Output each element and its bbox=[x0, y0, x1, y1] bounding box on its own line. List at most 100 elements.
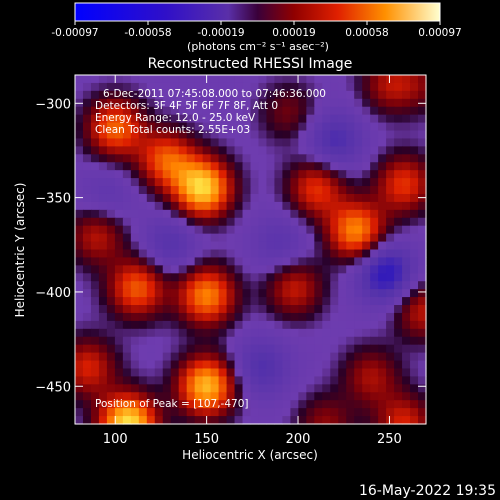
heatmap-cell bbox=[98, 328, 108, 338]
heatmap-cell bbox=[274, 130, 284, 140]
heatmap-cell bbox=[298, 273, 307, 282]
heatmap-cell bbox=[298, 217, 307, 227]
heatmap-cell bbox=[90, 400, 100, 409]
heatmap-cell bbox=[114, 289, 124, 298]
heatmap-cell bbox=[362, 241, 371, 251]
heatmap-cell bbox=[322, 106, 331, 116]
heatmap-cell bbox=[258, 344, 268, 354]
heatmap-cell bbox=[242, 106, 252, 116]
heatmap-cell bbox=[282, 122, 291, 132]
heatmap-cell bbox=[402, 186, 411, 195]
heatmap-cell bbox=[290, 360, 299, 370]
heatmap-cell bbox=[242, 312, 252, 322]
heatmap-cell bbox=[346, 170, 355, 179]
heatmap-cell bbox=[330, 75, 339, 84]
heatmap-cell bbox=[82, 281, 92, 290]
heatmap-cell bbox=[218, 297, 228, 306]
heatmap-cell bbox=[418, 265, 427, 274]
heatmap-cell bbox=[266, 249, 276, 259]
heatmap-cell bbox=[114, 154, 124, 163]
heatmap-cell bbox=[362, 384, 371, 393]
heatmap-cell bbox=[250, 106, 260, 116]
heatmap-cell bbox=[250, 146, 260, 155]
heatmap-cell bbox=[298, 201, 307, 211]
heatmap-cell bbox=[386, 138, 395, 147]
heatmap-cell bbox=[202, 193, 212, 203]
heatmap-cell bbox=[242, 328, 252, 338]
heatmap-cell bbox=[386, 98, 395, 108]
heatmap-cell bbox=[354, 384, 363, 393]
heatmap-cell bbox=[114, 312, 124, 322]
heatmap-cell bbox=[210, 178, 220, 187]
heatmap-cell bbox=[114, 233, 124, 243]
heatmap-cell bbox=[370, 98, 379, 108]
heatmap-cell bbox=[402, 376, 411, 385]
heatmap-cell bbox=[386, 265, 395, 274]
heatmap-cell bbox=[314, 106, 323, 116]
heatmap-cell bbox=[330, 98, 339, 108]
heatmap-cell bbox=[242, 336, 252, 346]
heatmap-cell bbox=[162, 257, 172, 266]
heatmap-cell bbox=[410, 217, 419, 227]
heatmap-cell bbox=[370, 312, 379, 322]
heatmap-cell bbox=[146, 392, 156, 401]
heatmap-cell bbox=[82, 90, 92, 100]
heatmap-cell bbox=[186, 312, 196, 322]
heatmap-cell bbox=[210, 90, 220, 100]
heatmap-cell bbox=[274, 162, 284, 171]
heatmap-cell bbox=[274, 98, 284, 108]
heatmap-cell bbox=[258, 305, 268, 314]
heatmap-cell bbox=[298, 233, 307, 243]
heatmap-cell bbox=[106, 154, 116, 163]
heatmap-cell bbox=[282, 162, 291, 171]
y-tick-label: −450 bbox=[35, 380, 71, 395]
heatmap-cell bbox=[98, 201, 108, 211]
heatmap-cell bbox=[178, 416, 188, 425]
heatmap-cell bbox=[362, 360, 371, 370]
colorbar-tick-label: 0.00097 bbox=[418, 27, 461, 39]
heatmap-cell bbox=[274, 273, 284, 282]
heatmap-cell bbox=[162, 328, 172, 338]
colorbar-unit-label: (photons cm⁻² s⁻¹ asec⁻²) bbox=[187, 40, 329, 53]
heatmap-cell bbox=[202, 312, 212, 322]
heatmap-cell bbox=[154, 257, 164, 266]
heatmap-cell bbox=[178, 344, 188, 354]
heatmap-cell bbox=[218, 241, 228, 251]
heatmap-cell bbox=[378, 209, 387, 219]
heatmap-cell bbox=[178, 368, 188, 378]
heatmap-cell bbox=[322, 170, 331, 179]
heatmap-cell bbox=[226, 336, 236, 346]
heatmap-cell bbox=[194, 225, 204, 235]
heatmap-cell bbox=[178, 249, 188, 259]
heatmap-cell bbox=[186, 217, 196, 227]
heatmap-cell bbox=[186, 90, 196, 100]
heatmap-cell bbox=[258, 170, 268, 179]
heatmap-cell bbox=[266, 90, 276, 100]
heatmap-cell bbox=[282, 82, 291, 92]
heatmap-cell bbox=[106, 257, 116, 266]
heatmap-cell bbox=[418, 82, 427, 92]
heatmap-cell bbox=[122, 408, 132, 417]
heatmap-cell bbox=[314, 265, 323, 274]
heatmap-cell bbox=[410, 328, 419, 338]
heatmap-cell bbox=[114, 249, 124, 259]
heatmap-cell bbox=[218, 146, 228, 155]
heatmap-cell bbox=[186, 360, 196, 370]
heatmap-cell bbox=[218, 201, 228, 211]
heatmap-cell bbox=[258, 130, 268, 140]
heatmap-cell bbox=[290, 392, 299, 401]
heatmap-cell bbox=[354, 328, 363, 338]
heatmap-cell bbox=[410, 209, 419, 219]
heatmap-cell bbox=[130, 170, 140, 179]
heatmap-cell bbox=[170, 328, 180, 338]
heatmap-cell bbox=[386, 368, 395, 378]
heatmap-cell bbox=[178, 225, 188, 235]
heatmap-cell bbox=[106, 201, 116, 211]
heatmap-cell bbox=[122, 344, 132, 354]
heatmap-cell bbox=[226, 170, 236, 179]
heatmap-cell bbox=[242, 241, 252, 251]
heatmap-cell bbox=[370, 225, 379, 235]
heatmap-cell bbox=[250, 233, 260, 243]
heatmap-cell bbox=[98, 170, 108, 179]
